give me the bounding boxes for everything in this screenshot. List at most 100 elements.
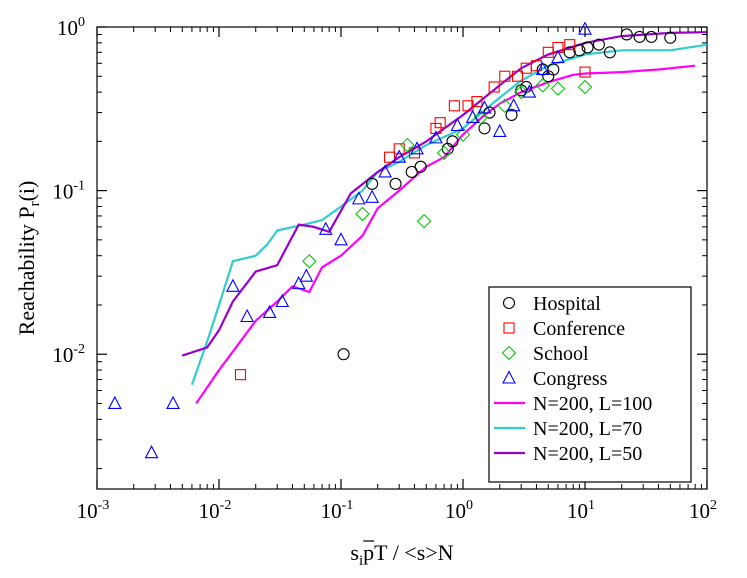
congress-point: [299, 268, 314, 282]
hospital-point: [478, 122, 491, 135]
hospital-point: [446, 135, 459, 148]
legend-hospital-marker: [502, 296, 516, 310]
congress-point: [275, 293, 290, 308]
congress-point: [522, 84, 537, 98]
axis-ticks: 10-3 10-2 10-1 100 101 102 10-2 10-1 100: [52, 15, 717, 523]
hospital-point: [581, 41, 594, 54]
hospital-point: [337, 348, 350, 361]
hospital-point: [547, 63, 560, 76]
hospital-point: [389, 177, 402, 190]
school-point: [436, 145, 452, 161]
legend: Hospital Conference School Congress N=200, L…: [488, 286, 692, 483]
plot-frame: [96, 26, 708, 490]
congress-point: [477, 100, 492, 114]
legend-congress-marker: [502, 370, 516, 384]
y-tick-label: 10-1: [52, 179, 85, 204]
congress-point: [410, 141, 424, 155]
legend-label: Congress: [533, 368, 608, 390]
hospital-point: [366, 177, 379, 190]
x-tick-label: 100: [445, 498, 473, 523]
school-point: [513, 84, 529, 100]
school-point: [535, 78, 550, 93]
congress-point: [465, 109, 480, 123]
congress-point: [318, 221, 333, 235]
conference-point: [448, 100, 460, 112]
hospital-point: [405, 165, 418, 179]
legend-box: [488, 286, 692, 483]
conference-point: [564, 39, 576, 51]
hospital-point: [603, 46, 616, 59]
congress-point: [291, 275, 306, 290]
legend-label: School: [533, 343, 589, 365]
school-point: [497, 98, 513, 114]
line-n-200-l-50: [181, 31, 707, 357]
congress-point: [351, 191, 366, 205]
congress-point: [492, 123, 507, 137]
hospital-point: [573, 44, 586, 57]
y-tick-label: 100: [57, 15, 85, 40]
legend-label: N=200, L=70: [533, 418, 642, 440]
conference-point: [430, 122, 442, 134]
school-point: [473, 110, 489, 125]
legend-label: Hospital: [533, 293, 601, 315]
conference-point: [512, 70, 524, 82]
school-point: [455, 127, 471, 142]
conference-point: [434, 117, 446, 129]
conference-point: [234, 369, 247, 381]
congress-point: [107, 395, 122, 410]
legend-conference-marker: [503, 322, 515, 334]
congress-point: [365, 189, 380, 203]
hospital-point: [620, 28, 633, 41]
model-lines: [181, 31, 707, 405]
conference-point: [552, 41, 564, 53]
hospital-point: [563, 46, 576, 59]
hospital-point: [414, 160, 427, 173]
legend-label: Conference: [533, 318, 625, 340]
school-point: [400, 137, 415, 153]
conference-point: [462, 100, 474, 112]
conference-point: [383, 151, 396, 163]
congress-point: [334, 232, 348, 246]
congress-point: [240, 308, 255, 323]
congress-point: [392, 149, 407, 163]
conference-point: [499, 70, 511, 82]
y-tick-label: 10-2: [52, 342, 85, 367]
x-tick-label: 102: [689, 498, 717, 523]
school-point: [577, 79, 593, 95]
legend-label: N=200, L=100: [533, 393, 652, 415]
legend-school-marker: [501, 345, 517, 361]
hospital-point: [664, 31, 677, 44]
hospital-point: [592, 38, 605, 51]
hospital-point: [505, 108, 518, 122]
legend-label: N=200, L=50: [533, 443, 642, 465]
hospital-point: [633, 30, 646, 43]
congress-point: [429, 130, 443, 144]
congress-point: [166, 395, 180, 410]
school-point: [355, 206, 370, 222]
x-tick-label: 10-3: [77, 498, 110, 523]
hospital-point: [645, 30, 658, 43]
congress-point: [551, 49, 565, 64]
congress-point: [506, 98, 521, 112]
line-n-200-l-100: [195, 64, 696, 405]
school-point: [416, 213, 432, 229]
y-axis-title: Reachability Pr(i): [14, 181, 43, 336]
school-point: [550, 81, 566, 96]
congress-point: [535, 61, 550, 76]
conference-point: [579, 66, 591, 78]
x-tick-label: 10-2: [199, 498, 232, 523]
conference-point: [488, 81, 500, 93]
data-points: [107, 21, 677, 459]
school-point: [302, 253, 317, 269]
x-axis-title: sipT / <s>N: [350, 540, 453, 569]
line-n-200-l-70: [190, 43, 707, 386]
congress-point: [450, 117, 465, 132]
congress-point: [225, 278, 240, 292]
conference-point: [471, 96, 483, 108]
congress-point: [262, 304, 277, 318]
congress-point: [378, 164, 393, 178]
conference-point: [393, 143, 405, 155]
x-tick-label: 101: [567, 498, 595, 523]
congress-point: [144, 445, 159, 459]
